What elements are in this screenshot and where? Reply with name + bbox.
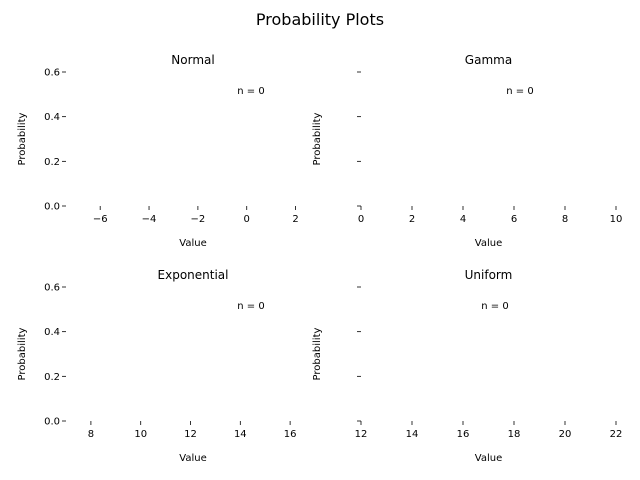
y-tick-label: 0.6 — [44, 68, 60, 79]
sample-count-annotation: n = 0 — [481, 301, 508, 312]
x-tick-label: −2 — [191, 214, 206, 225]
x-tick-label: 0 — [358, 214, 364, 225]
y-tick-label: 0.2 — [44, 372, 60, 383]
x-tick-label: 8 — [88, 429, 94, 440]
subplot-title: Gamma — [465, 53, 512, 67]
x-axis-label: Value — [179, 453, 206, 464]
sample-count-annotation: n = 0 — [237, 301, 264, 312]
x-tick-label: −4 — [142, 214, 157, 225]
x-tick-label: 2 — [292, 214, 298, 225]
y-tick-label: 0.0 — [44, 202, 60, 213]
x-tick-label: 0 — [244, 214, 250, 225]
x-tick-label: 22 — [610, 429, 623, 440]
y-tick-label: 0.0 — [44, 417, 60, 428]
x-tick-label: 14 — [234, 429, 247, 440]
x-axis-label: Value — [475, 453, 502, 464]
x-axis-label: Value — [475, 238, 502, 249]
x-tick-label: 14 — [406, 429, 419, 440]
x-tick-label: 2 — [409, 214, 415, 225]
sample-count-annotation: n = 0 — [506, 86, 533, 97]
x-tick-label: 20 — [559, 429, 572, 440]
x-tick-label: 6 — [511, 214, 517, 225]
x-tick-label: 8 — [562, 214, 568, 225]
x-tick-label: 12 — [184, 429, 197, 440]
y-tick-label: 0.4 — [44, 112, 60, 123]
y-tick-label: 0.4 — [44, 327, 60, 338]
subplot-title: Exponential — [158, 268, 229, 282]
x-tick-label: −6 — [93, 214, 108, 225]
x-tick-label: 16 — [457, 429, 470, 440]
x-tick-label: 18 — [508, 429, 521, 440]
x-tick-label: 12 — [355, 429, 368, 440]
y-tick-label: 0.6 — [44, 283, 60, 294]
y-axis-label: Probability — [312, 327, 323, 380]
subplot-title: Normal — [171, 53, 214, 67]
y-axis-label: Probability — [17, 112, 28, 165]
y-axis-label: Probability — [312, 112, 323, 165]
y-axis-label: Probability — [17, 327, 28, 380]
figure-title: Probability Plots — [256, 10, 384, 29]
x-tick-label: 16 — [284, 429, 297, 440]
x-tick-label: 10 — [610, 214, 623, 225]
subplot-title: Uniform — [465, 268, 513, 282]
sample-count-annotation: n = 0 — [237, 86, 264, 97]
x-tick-label: 4 — [460, 214, 466, 225]
x-tick-label: 10 — [134, 429, 147, 440]
x-axis-label: Value — [179, 238, 206, 249]
y-tick-label: 0.2 — [44, 157, 60, 168]
